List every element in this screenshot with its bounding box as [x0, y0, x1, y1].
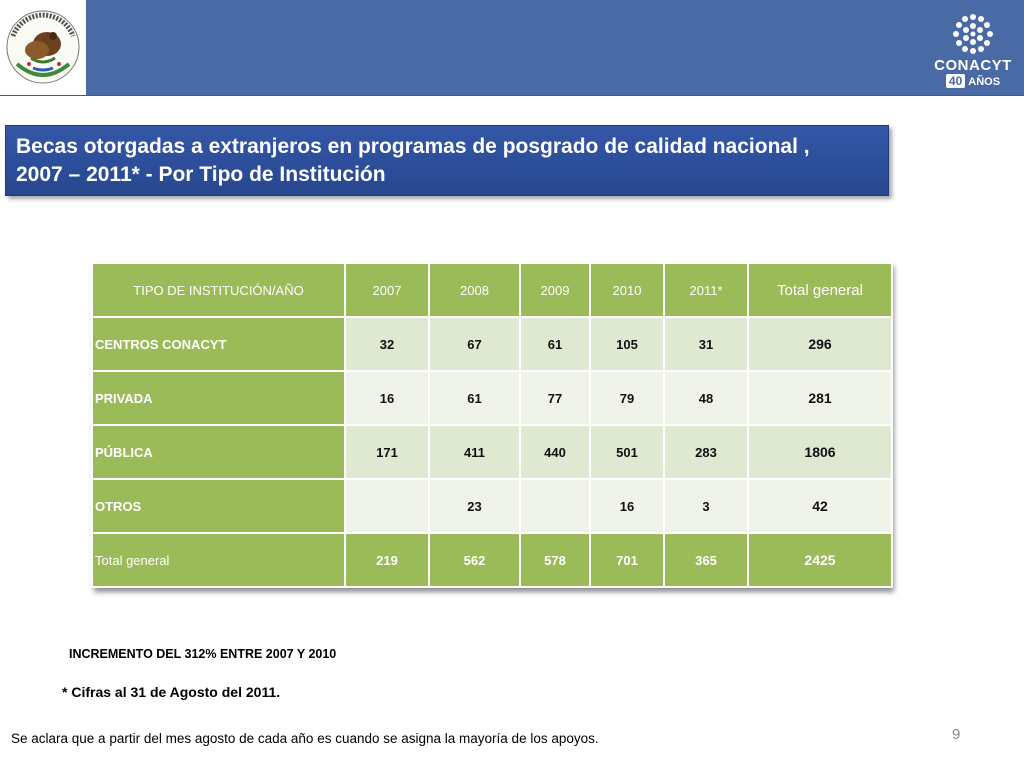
row-label: PÚBLICA — [91, 424, 346, 480]
column-header: 2010 — [589, 262, 665, 318]
conacyt-years: 40 AÑOS — [932, 74, 1014, 88]
table-cell — [519, 478, 591, 534]
table-cell: 701 — [589, 532, 665, 588]
row-label: OTROS — [91, 478, 346, 534]
table-row: PÚBLICA 171 411 440 501 283 1806 — [91, 424, 893, 480]
table-cell: 501 — [589, 424, 665, 480]
grand-total-cell: 2425 — [747, 532, 893, 588]
data-table-wrapper: TIPO DE INSTITUCIÓN/AÑO 2007 2008 2009 2… — [91, 262, 893, 588]
table-cell: 171 — [344, 424, 430, 480]
slide-title-line-1: Becas otorgadas a extranjeros en program… — [16, 135, 810, 158]
clarification-note: Se aclara que a partir del mes agosto de… — [11, 731, 599, 746]
years-number: 40 — [945, 74, 966, 88]
years-word: AÑOS — [968, 76, 1001, 88]
table-row: CENTROS CONACYT 32 67 61 105 31 296 — [91, 316, 893, 372]
table-row: PRIVADA 16 61 77 79 48 281 — [91, 370, 893, 426]
table-cell: 16 — [344, 370, 430, 426]
row-total-cell: 42 — [747, 478, 893, 534]
table-cell: 61 — [519, 316, 591, 372]
table-cell: 32 — [344, 316, 430, 372]
total-row-label: Total general — [91, 532, 346, 588]
column-header: TIPO DE INSTITUCIÓN/AÑO — [91, 262, 346, 318]
row-label: CENTROS CONACYT — [91, 316, 346, 372]
eagle-seal-icon — [6, 10, 80, 84]
table-cell: 411 — [428, 424, 521, 480]
table-cell: 283 — [663, 424, 749, 480]
table-cell: 219 — [344, 532, 430, 588]
increment-note: INCREMENTO DEL 312% ENTRE 2007 Y 2010 — [69, 647, 337, 661]
conacyt-name: CONACYT — [934, 57, 1012, 74]
mexico-seal-logo — [0, 0, 86, 95]
column-header: 2008 — [428, 262, 521, 318]
conacyt-dots-icon — [953, 14, 993, 54]
scholarship-table: TIPO DE INSTITUCIÓN/AÑO 2007 2008 2009 2… — [91, 262, 893, 588]
table-cell: 16 — [589, 478, 665, 534]
row-label: PRIVADA — [91, 370, 346, 426]
table-cell: 61 — [428, 370, 521, 426]
table-cell: 67 — [428, 316, 521, 372]
row-total-cell: 281 — [747, 370, 893, 426]
table-cell: 578 — [519, 532, 591, 588]
page-number: 9 — [952, 726, 961, 743]
table-row: OTROS 23 16 3 42 — [91, 478, 893, 534]
table-cell: 365 — [663, 532, 749, 588]
slide-title-box: Becas otorgadas a extranjeros en program… — [5, 125, 889, 196]
table-cell: 31 — [663, 316, 749, 372]
column-header: 2011* — [663, 262, 749, 318]
column-header: 2007 — [344, 262, 430, 318]
column-header: Total general — [747, 262, 893, 318]
row-total-cell: 1806 — [747, 424, 893, 480]
table-total-row: Total general 219 562 578 701 365 2425 — [91, 532, 893, 588]
footnote: * Cifras al 31 de Agosto del 2011. — [62, 684, 281, 700]
conacyt-logo: CONACYT 40 AÑOS — [932, 12, 1014, 88]
table-header-row: TIPO DE INSTITUCIÓN/AÑO 2007 2008 2009 2… — [91, 262, 893, 318]
table-cell — [344, 478, 430, 534]
slide-title-line-2: 2007 – 2011* - Por Tipo de Institución — [16, 163, 386, 186]
header-bar: CONACYT 40 AÑOS — [0, 0, 1024, 96]
column-header: 2009 — [519, 262, 591, 318]
table-cell: 440 — [519, 424, 591, 480]
table-cell: 48 — [663, 370, 749, 426]
row-total-cell: 296 — [747, 316, 893, 372]
table-cell: 77 — [519, 370, 591, 426]
table-cell: 23 — [428, 478, 521, 534]
table-cell: 79 — [589, 370, 665, 426]
table-cell: 3 — [663, 478, 749, 534]
table-cell: 105 — [589, 316, 665, 372]
table-cell: 562 — [428, 532, 521, 588]
